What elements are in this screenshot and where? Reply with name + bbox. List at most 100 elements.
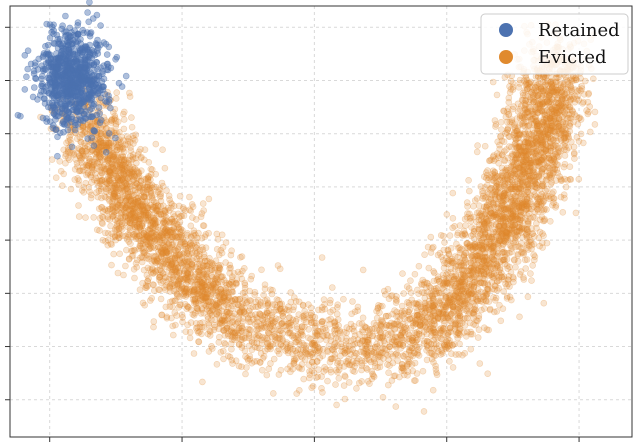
- evicted-point: [190, 286, 197, 294]
- evicted-point: [507, 214, 515, 222]
- evicted-point: [522, 106, 530, 113]
- evicted-point: [121, 192, 129, 200]
- evicted-point: [351, 332, 359, 339]
- evicted-point: [318, 254, 326, 261]
- evicted-point: [513, 144, 521, 152]
- evicted-point: [559, 209, 567, 216]
- evicted-point: [81, 128, 89, 136]
- evicted-point: [519, 161, 526, 168]
- evicted-point: [241, 264, 248, 272]
- evicted-point: [204, 313, 212, 321]
- evicted-point: [65, 137, 72, 145]
- evicted-point: [381, 291, 389, 298]
- evicted-point: [469, 242, 477, 250]
- evicted-point: [342, 344, 349, 352]
- evicted-point: [506, 193, 514, 200]
- evicted-point: [228, 345, 235, 353]
- evicted-point: [52, 174, 60, 181]
- evicted-point: [529, 230, 536, 237]
- evicted-point: [198, 234, 206, 242]
- evicted-point: [468, 252, 475, 259]
- evicted-point: [469, 257, 477, 265]
- evicted-point: [141, 146, 149, 153]
- evicted-point: [409, 319, 417, 327]
- evicted-point: [532, 106, 539, 113]
- evicted-point: [548, 95, 556, 102]
- evicted-point: [114, 118, 122, 126]
- evicted-point: [199, 293, 207, 300]
- evicted-point: [124, 231, 132, 238]
- evicted-point: [392, 403, 400, 410]
- evicted-point: [133, 159, 140, 167]
- evicted-point: [58, 182, 66, 189]
- evicted-point: [363, 366, 371, 373]
- evicted-point: [527, 192, 535, 199]
- evicted-point: [516, 80, 523, 87]
- evicted-point: [453, 287, 460, 295]
- evicted-point: [319, 352, 327, 360]
- evicted-point: [505, 98, 513, 106]
- evicted-point: [524, 167, 532, 175]
- evicted-point: [175, 303, 182, 311]
- evicted-point: [450, 303, 457, 310]
- evicted-point: [443, 211, 451, 218]
- evicted-point: [135, 172, 143, 180]
- evicted-point: [483, 233, 490, 241]
- evicted-point: [548, 194, 555, 201]
- evicted-point: [479, 246, 486, 254]
- evicted-point: [529, 262, 537, 269]
- evicted-point: [439, 350, 446, 357]
- evicted-point: [165, 192, 173, 200]
- evicted-point: [518, 178, 525, 185]
- evicted-point: [118, 133, 125, 141]
- evicted-point: [104, 213, 112, 221]
- evicted-point: [198, 210, 206, 217]
- evicted-point: [508, 116, 516, 123]
- evicted-point: [184, 230, 191, 237]
- evicted-point: [452, 290, 460, 298]
- evicted-point: [551, 165, 558, 172]
- evicted-point: [185, 252, 193, 259]
- evicted-point: [502, 280, 509, 288]
- evicted-point: [488, 253, 496, 261]
- evicted-point: [119, 232, 126, 239]
- evicted-point: [467, 345, 475, 353]
- evicted-point: [437, 315, 445, 323]
- evicted-point: [379, 344, 387, 352]
- evicted-point: [534, 105, 542, 112]
- evicted-point: [114, 269, 122, 277]
- evicted-point: [465, 187, 473, 195]
- evicted-point: [341, 395, 349, 403]
- evicted-point: [284, 344, 291, 351]
- evicted-point: [246, 297, 253, 304]
- evicted-point: [151, 287, 158, 295]
- evicted-point: [199, 319, 206, 327]
- evicted-point: [526, 96, 534, 103]
- evicted-point: [484, 370, 492, 378]
- evicted-point: [415, 262, 423, 270]
- evicted-point: [419, 367, 427, 375]
- evicted-point: [110, 192, 117, 200]
- evicted-point: [560, 191, 568, 198]
- evicted-point: [555, 109, 562, 116]
- evicted-point: [96, 227, 103, 234]
- evicted-point: [139, 299, 147, 307]
- evicted-point: [544, 88, 552, 95]
- evicted-point: [183, 285, 190, 293]
- evicted-point: [340, 382, 348, 389]
- evicted-point: [443, 279, 451, 286]
- evicted-point: [571, 155, 578, 162]
- evicted-point: [382, 312, 390, 320]
- evicted-point: [100, 139, 107, 147]
- evicted-point: [412, 319, 419, 327]
- evicted-point: [481, 142, 489, 150]
- evicted-point: [152, 140, 160, 148]
- evicted-point: [151, 209, 159, 217]
- evicted-point: [186, 334, 194, 342]
- evicted-point: [527, 270, 534, 277]
- evicted-point: [113, 89, 120, 96]
- evicted-point: [415, 343, 423, 351]
- evicted-point: [108, 230, 115, 237]
- evicted-point: [218, 278, 225, 286]
- evicted-point: [90, 161, 97, 169]
